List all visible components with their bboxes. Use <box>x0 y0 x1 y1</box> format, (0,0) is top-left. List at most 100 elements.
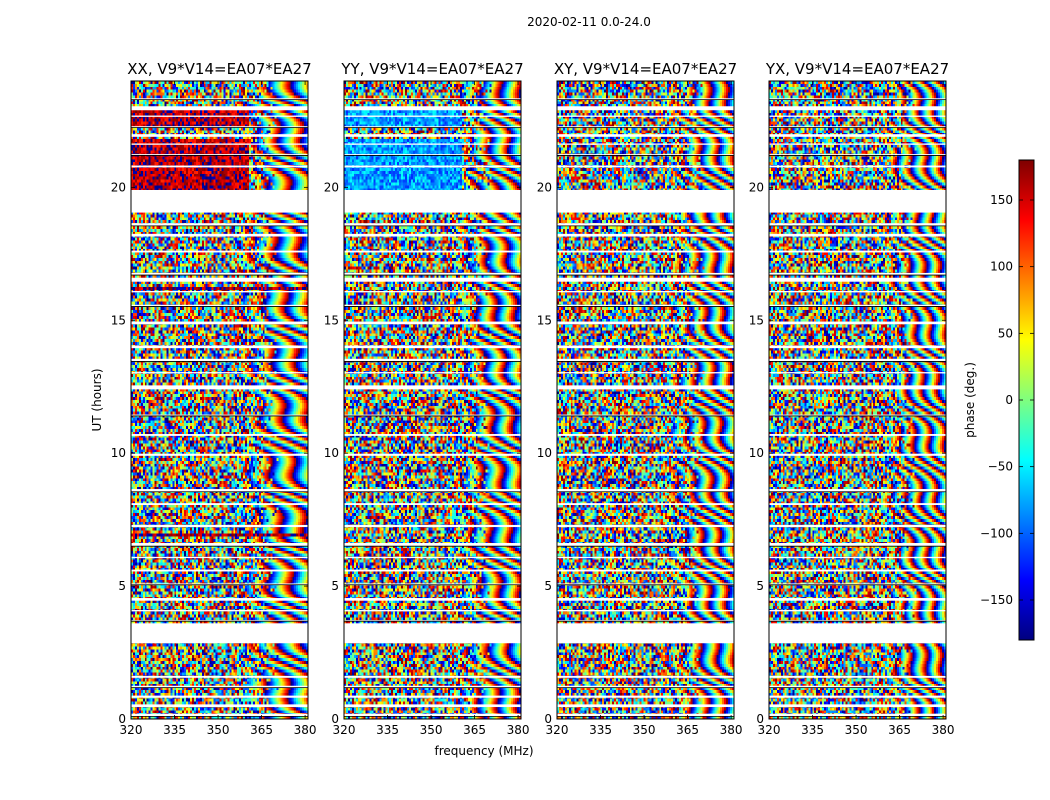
y-tick-label: 5 <box>756 579 764 593</box>
data-gap <box>557 291 734 293</box>
data-gap <box>769 385 946 390</box>
data-gap <box>557 233 734 237</box>
data-gap <box>557 98 734 100</box>
y-tick-label: 5 <box>118 579 126 593</box>
data-gap <box>131 126 308 128</box>
data-gap <box>131 385 308 390</box>
data-gap <box>131 372 308 374</box>
data-gap <box>344 233 521 237</box>
data-gap <box>769 372 946 374</box>
data-gap <box>344 154 521 156</box>
data-gap <box>344 503 521 506</box>
data-gap <box>557 304 734 307</box>
data-gap <box>557 165 734 168</box>
data-gap <box>769 695 946 698</box>
data-gap <box>344 98 521 100</box>
data-gap <box>557 115 734 117</box>
data-gap <box>344 250 521 253</box>
data-gap <box>769 623 946 644</box>
data-gap <box>344 623 521 644</box>
data-gap <box>769 143 946 145</box>
data-gap <box>557 610 734 612</box>
data-gap <box>131 675 308 678</box>
data-gap <box>557 524 734 528</box>
y-tick-label: 5 <box>544 579 552 593</box>
x-tick-label: 365 <box>463 723 486 737</box>
colorbar: −150 −100 −50 0 50 100 150 <box>980 159 1035 641</box>
data-gap <box>131 620 308 622</box>
data-gap <box>557 385 734 390</box>
y-tick-label: 15 <box>537 313 552 327</box>
x-tick-label: 365 <box>676 723 699 737</box>
data-gap <box>131 623 308 644</box>
data-gap <box>344 321 521 325</box>
data-gap <box>557 272 734 276</box>
data-gap <box>344 543 521 547</box>
data-gap <box>557 503 734 506</box>
data-gap <box>131 345 308 349</box>
data-gap <box>769 233 946 237</box>
data-gap <box>769 569 946 572</box>
data-gap <box>131 106 308 111</box>
figure-title: 2020-02-11 0.0-24.0 <box>527 15 651 29</box>
x-tick-label: 350 <box>420 723 443 737</box>
x-tick-label: 365 <box>888 723 911 737</box>
data-gap <box>769 291 946 293</box>
y-tick-label: 0 <box>544 712 552 726</box>
data-gap <box>769 489 946 492</box>
y-tick-label: 20 <box>111 180 126 194</box>
data-gap <box>344 165 521 168</box>
data-gap <box>131 115 308 117</box>
data-gap <box>557 250 734 253</box>
data-gap <box>131 165 308 168</box>
y-tick-label: 20 <box>324 180 339 194</box>
data-gap <box>131 713 308 717</box>
x-tick-label: 335 <box>163 723 186 737</box>
data-gap <box>131 189 308 213</box>
colorbar-tick-label: 50 <box>998 326 1013 340</box>
data-gap <box>131 358 308 362</box>
data-gap <box>769 272 946 276</box>
data-gap <box>344 277 521 282</box>
y-tick-label: 10 <box>111 446 126 460</box>
data-gap <box>344 685 521 688</box>
y-tick-label: 20 <box>537 180 552 194</box>
data-gap <box>344 414 521 416</box>
y-tick-label: 15 <box>324 313 339 327</box>
data-gap <box>344 304 521 307</box>
data-gap <box>557 134 734 137</box>
data-gap <box>557 620 734 622</box>
data-gap <box>344 675 521 678</box>
data-gap <box>344 569 521 572</box>
data-gap <box>557 414 734 416</box>
data-gap <box>131 154 308 156</box>
data-gap <box>557 598 734 601</box>
data-gap <box>131 321 308 325</box>
data-gap <box>557 685 734 688</box>
data-gap <box>557 695 734 698</box>
data-gap <box>769 189 946 213</box>
data-gap <box>344 189 521 213</box>
data-gap <box>769 556 946 559</box>
data-gap <box>769 321 946 325</box>
data-gap <box>769 165 946 168</box>
x-tick-label: 320 <box>546 723 569 737</box>
data-gap <box>131 543 308 547</box>
data-gap <box>557 583 734 585</box>
data-gap <box>344 453 521 456</box>
data-gap <box>557 358 734 362</box>
data-gap <box>131 610 308 612</box>
data-gap <box>557 556 734 559</box>
x-tick-label: 350 <box>845 723 868 737</box>
heatmap-image <box>344 81 521 719</box>
colorbar-tick-label: 150 <box>990 193 1013 207</box>
data-gap <box>769 345 946 349</box>
panel-title: YX, V9*V14=EA07*EA27 <box>765 60 949 78</box>
data-gap <box>131 414 308 416</box>
data-gap <box>344 358 521 362</box>
axes-frame <box>343 80 522 720</box>
x-tick-label: 335 <box>376 723 399 737</box>
data-gap <box>769 675 946 678</box>
x-tick-label: 380 <box>720 723 743 737</box>
data-gap <box>769 250 946 253</box>
